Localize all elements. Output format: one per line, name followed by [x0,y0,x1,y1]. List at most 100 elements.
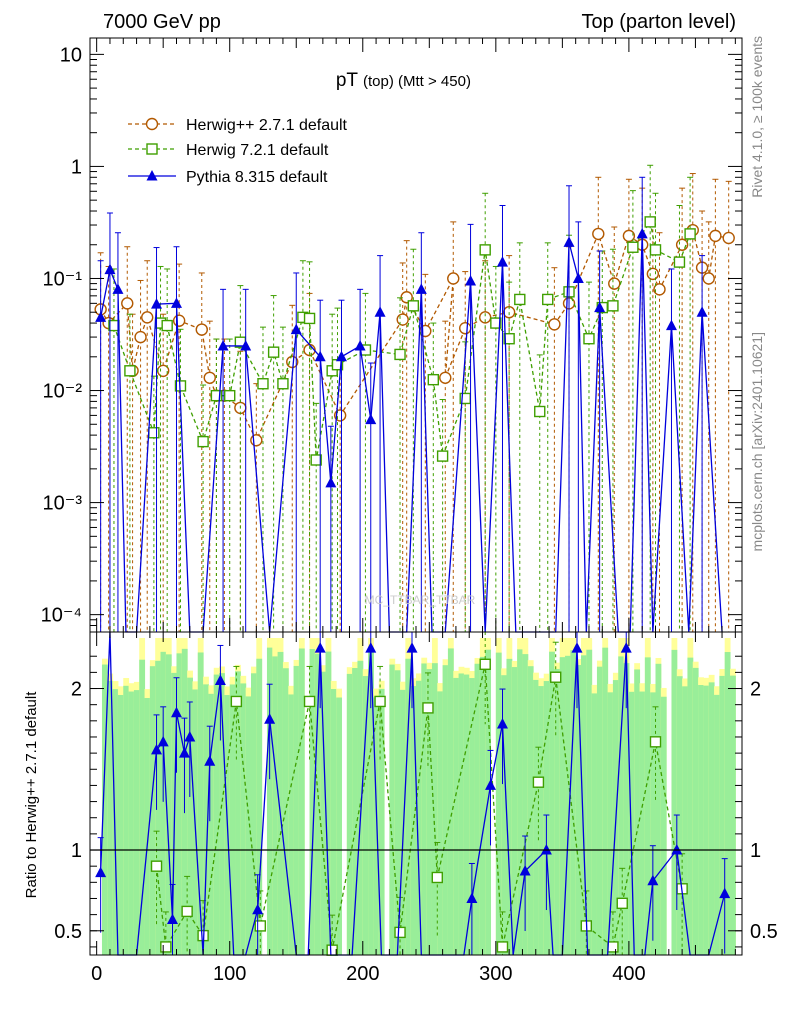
xtick-label: 400 [612,963,645,985]
data-point [95,311,107,322]
ratio-data-point [540,844,552,855]
ratio-uncertainty-bands [101,638,736,955]
ratio-data-point [181,905,193,918]
data-point [151,298,163,309]
band-green [447,648,454,955]
ratio-data-point [406,642,418,653]
band-green [602,647,609,955]
band-green [394,670,401,955]
band-green [251,673,257,955]
band-green [618,656,625,955]
band-green [506,658,513,955]
data-point [217,339,229,351]
band-green [495,652,502,955]
data-point [675,238,689,251]
main-ytick-label: 10 [60,44,82,66]
data-point [257,378,269,390]
band-green [219,673,225,955]
ratio-data-point [532,776,545,788]
ratio-data-point [649,736,662,748]
band-green [187,677,193,955]
data-point [141,311,154,324]
band-green [511,667,518,955]
band-green [208,693,215,955]
band-green [527,666,534,955]
data-point [478,311,492,324]
band-green [644,657,651,955]
ratio-ylabel: Ratio to Herwig++ 2.7.1 default [23,691,40,899]
ratio-data-point [264,713,276,724]
band-green [160,651,167,955]
band-green [203,684,209,955]
band-green [245,696,252,955]
band-green [368,651,374,955]
band-green [272,656,279,955]
data-point [400,291,413,304]
band-green [570,650,577,955]
data-point [124,365,136,377]
data-point [267,346,280,358]
band-green [431,663,438,955]
band-green [426,669,433,955]
ratio-data-point [374,695,386,708]
data-point [594,301,606,313]
band-green [362,676,369,955]
mcplots-label: mcplots.cern.ch [arXiv:2401.10621] [749,332,765,551]
data-point [286,355,299,369]
data-point [722,231,735,245]
ratio-ytick-label-left: 1 [71,840,82,862]
ratio-data-point [496,941,509,953]
data-point [224,389,236,402]
data-point [583,333,595,345]
band-green [623,663,630,955]
watermark: MC_TTBAR_TTBAR [365,593,476,607]
band-green [586,649,593,955]
data-point [673,256,686,268]
band-green [479,656,486,955]
band-green [607,692,614,955]
legend-entry-pythia: Pythia 8.315 default [128,169,328,186]
data-point [427,373,439,386]
band-green [517,649,523,955]
band-green [229,684,236,955]
data-point [653,283,666,296]
data-point [684,228,696,240]
ratio-data-point [314,642,326,653]
band-green [442,665,449,955]
data-point [170,297,182,308]
band-green [378,688,385,955]
band-green [671,649,678,955]
band-green [309,649,316,955]
band-green [463,674,470,955]
data-point [415,283,427,294]
data-point [646,267,660,281]
data-point [608,277,621,290]
data-point [490,317,502,329]
band-green [400,689,406,955]
band-green [501,675,507,955]
ratio-data-point [230,695,243,708]
main-subtitle: (top) (Mtt > 450) [363,73,471,90]
ratio-data-point [620,642,632,653]
band-green [538,686,545,955]
data-point [210,389,223,402]
ratio-data-point [431,871,443,884]
xtick-label: 300 [479,963,512,985]
data-point [394,348,406,361]
ratio-data-point [160,941,172,953]
data-point [709,229,722,243]
band-green [650,692,657,955]
series-line [100,228,729,442]
data-point [439,371,452,384]
band-green [682,686,688,955]
ratio-data-point [422,702,434,714]
data-point [240,339,252,351]
band-green [144,697,151,955]
data-point [374,306,386,317]
data-point [514,293,526,306]
data-point [607,300,619,312]
band-green [277,651,284,955]
ratio-data-point [150,860,163,872]
ratio-data-point [170,706,182,718]
data-point [622,229,636,243]
